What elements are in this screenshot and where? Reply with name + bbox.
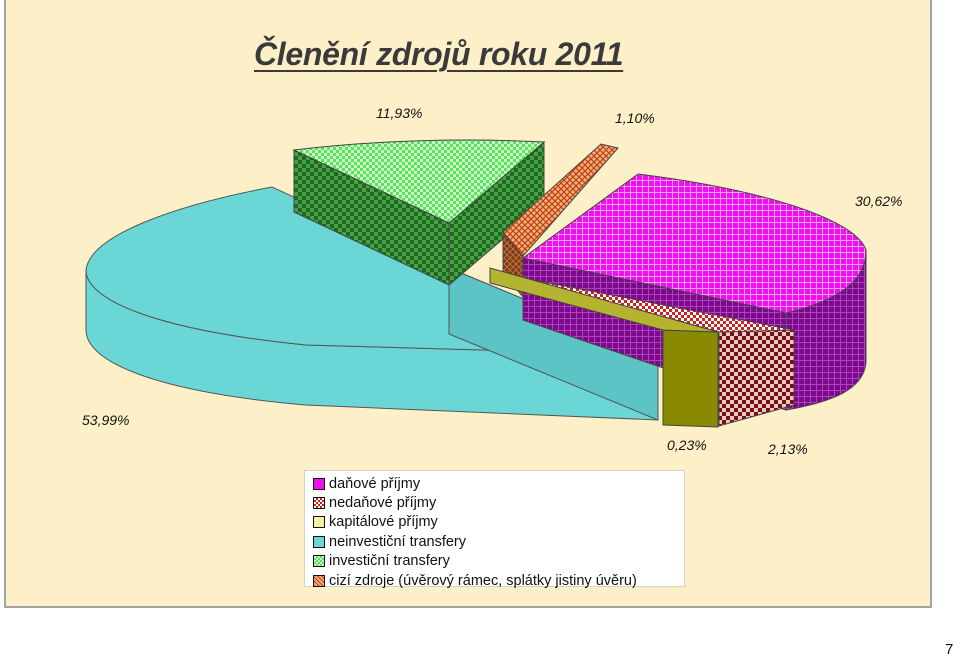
- page-number: 7: [945, 641, 954, 658]
- label-cizi-zdroje: 1,10%: [615, 110, 655, 126]
- pie-chart: 11,93% 1,10% 30,62% 53,99% 0,23% 2,13%: [82, 105, 902, 457]
- legend-item-kapitalove: kapitálové příjmy: [313, 513, 684, 532]
- label-investicni-transfery: 11,93%: [376, 105, 422, 121]
- legend-item-danove: daňové příjmy: [313, 474, 684, 493]
- legend: daňové příjmy nedaňové příjmy kapitálové…: [304, 470, 685, 590]
- label-neinvesticni-transfery: 53,99%: [82, 412, 129, 428]
- label-kapitalove-prijmy: 0,23%: [667, 437, 707, 453]
- slice-kapitalove-prijmy: [489, 267, 719, 428]
- slice-kapitalove-side: [662, 329, 719, 428]
- slice-neinvesticni-transfery: [85, 186, 659, 421]
- slice-kapitalove-top: [489, 267, 719, 333]
- slice-danove-top: [521, 173, 867, 314]
- legend-swatch-nedanove: [313, 497, 325, 510]
- label-nedanove-prijmy: 2,13%: [767, 441, 808, 457]
- slice-neinvesticni-cut: [448, 267, 659, 421]
- legend-label-neinvesticni: neinvestiční transfery: [329, 533, 467, 550]
- legend-label-nedanove: nedaňové příjmy: [329, 495, 437, 512]
- legend-swatch-neinvesticni: [313, 535, 325, 548]
- slice-cizi-top: [502, 143, 619, 257]
- legend-item-nedanove: nedaňové příjmy: [313, 493, 684, 512]
- label-danove-prijmy: 30,62%: [855, 193, 902, 209]
- legend-item-cizi: cizí zdroje (úvěrový rámec, splátky jist…: [313, 571, 684, 590]
- slice-nedanove-side: [718, 329, 795, 427]
- legend-label-danove: daňové příjmy: [329, 475, 421, 492]
- legend-item-investicni: investiční transfery: [313, 552, 684, 571]
- slide-frame: Členění zdrojů roku 2011: [4, 0, 932, 608]
- legend-label-investicni: investiční transfery: [329, 553, 450, 570]
- legend-label-cizi: cizí zdroje (úvěrový rámec, splátky jist…: [329, 572, 637, 589]
- legend-item-neinvesticni: neinvestiční transfery: [313, 532, 684, 551]
- legend-swatch-cizi: [313, 574, 325, 587]
- chart-title: Členění zdrojů roku 2011: [254, 36, 624, 72]
- legend-label-kapitalove: kapitálové příjmy: [329, 514, 438, 531]
- legend-swatch-danove: [313, 477, 325, 490]
- legend-swatch-kapitalove: [313, 516, 325, 529]
- slice-investicni-top: [292, 139, 546, 224]
- legend-swatch-investicni: [313, 555, 325, 568]
